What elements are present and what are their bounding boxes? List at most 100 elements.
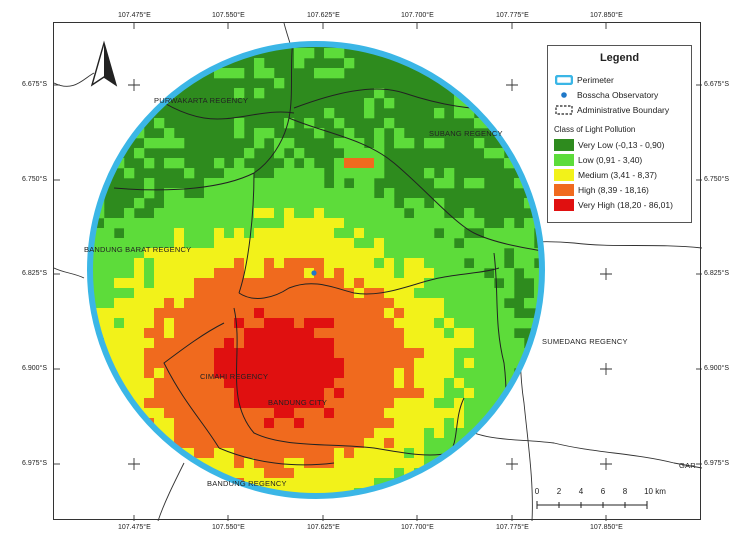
raster-cell xyxy=(154,78,165,89)
raster-cell xyxy=(424,258,435,269)
raster-cell xyxy=(114,328,125,339)
raster-cell xyxy=(244,348,255,359)
lat-label-left: 6.975°S xyxy=(22,460,47,467)
raster-cell xyxy=(144,408,155,419)
raster-cell xyxy=(414,498,424,508)
raster-cell xyxy=(324,238,335,249)
raster-cell xyxy=(194,378,205,389)
observatory-marker[interactable] xyxy=(311,270,317,276)
raster-cell xyxy=(434,208,445,219)
raster-cell xyxy=(154,228,165,239)
raster-cell xyxy=(204,218,215,229)
raster-cell xyxy=(374,348,385,359)
raster-cell xyxy=(194,44,205,49)
raster-cell xyxy=(324,448,335,459)
raster-cell xyxy=(274,268,285,279)
raster-cell xyxy=(304,158,315,169)
raster-cell xyxy=(454,478,465,489)
raster-cell xyxy=(90,438,95,449)
raster-cell xyxy=(204,388,215,399)
raster-cell xyxy=(104,308,115,319)
raster-cell xyxy=(294,478,305,489)
raster-cell xyxy=(124,348,135,359)
map-canvas[interactable] xyxy=(54,23,702,521)
raster-cell xyxy=(494,228,505,239)
raster-cell xyxy=(354,158,365,169)
raster-cell xyxy=(254,68,265,79)
raster-cell xyxy=(354,348,365,359)
raster-cell xyxy=(444,178,455,189)
raster-cell xyxy=(274,498,284,508)
raster-cell xyxy=(514,248,525,259)
raster-cell xyxy=(90,338,95,349)
raster-cell xyxy=(214,348,225,359)
raster-cell xyxy=(184,298,195,309)
raster-cell xyxy=(414,368,425,379)
lon-label-top: 107.700°E xyxy=(401,12,434,19)
raster-cell xyxy=(454,308,465,319)
raster-cell xyxy=(124,258,135,269)
raster-cell xyxy=(274,238,285,249)
raster-cell xyxy=(174,318,185,329)
raster-cell xyxy=(404,398,415,409)
raster-cell xyxy=(484,238,495,249)
raster-cell xyxy=(94,358,105,369)
raster-cell xyxy=(484,248,495,259)
raster-cell xyxy=(434,308,445,319)
raster-cell xyxy=(474,438,485,449)
raster-cell xyxy=(154,498,164,508)
raster-cell xyxy=(134,338,145,349)
region-label-cimahi: CIMAHI REGENCY xyxy=(200,372,269,381)
raster-cell xyxy=(394,378,405,389)
boundary-line xyxy=(54,72,95,87)
raster-cell xyxy=(224,228,235,239)
raster-cell xyxy=(94,228,105,239)
raster-cell xyxy=(504,44,515,49)
raster-cell xyxy=(244,398,255,409)
raster-cell xyxy=(314,218,325,229)
raster-cell xyxy=(164,428,175,439)
graticule-cross xyxy=(506,79,518,91)
raster-cell xyxy=(104,278,115,289)
raster-cell xyxy=(104,458,115,469)
raster-cell xyxy=(364,158,375,169)
raster-cell xyxy=(304,388,315,399)
raster-cell xyxy=(114,308,125,319)
raster-cell xyxy=(534,128,542,139)
raster-cell xyxy=(414,478,425,489)
raster-cell xyxy=(264,448,275,459)
raster-cell xyxy=(424,358,435,369)
raster-cell xyxy=(314,268,325,279)
raster-cell xyxy=(444,458,455,469)
raster-cell xyxy=(164,268,175,279)
raster-cell xyxy=(464,318,475,329)
raster-cell xyxy=(254,438,265,449)
raster-cell xyxy=(164,228,175,239)
raster-cell xyxy=(134,278,145,289)
raster-cell xyxy=(424,168,435,179)
raster-cell xyxy=(214,428,225,439)
raster-cell xyxy=(90,388,95,399)
raster-cell xyxy=(164,198,175,209)
lon-label-bottom: 107.775°E xyxy=(496,524,529,531)
raster-cell xyxy=(164,258,175,269)
raster-cell xyxy=(174,488,185,496)
lon-label-bottom: 107.475°E xyxy=(118,524,151,531)
raster-cell xyxy=(194,268,205,279)
raster-cell xyxy=(354,328,365,339)
raster-cell xyxy=(274,478,285,489)
raster-cell xyxy=(224,398,235,409)
raster-cell xyxy=(244,188,255,199)
raster-cell xyxy=(374,338,385,349)
raster-cell xyxy=(254,398,265,409)
raster-cell xyxy=(494,248,505,259)
raster-cell xyxy=(164,468,175,479)
raster-cell xyxy=(354,148,365,159)
raster-cell xyxy=(464,178,475,189)
raster-cell xyxy=(474,358,485,369)
raster-cell xyxy=(244,268,255,279)
raster-cell xyxy=(184,258,195,269)
raster-cell xyxy=(384,428,395,439)
raster-cell xyxy=(284,378,295,389)
raster-cell xyxy=(384,408,395,419)
